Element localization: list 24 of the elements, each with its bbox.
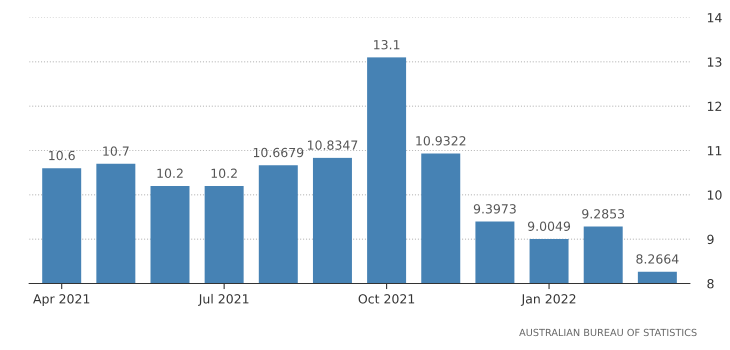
x-tick-label: Apr 2021 (33, 294, 90, 306)
data-label: 10.8347 (308, 140, 358, 150)
y-tick-label: 10 (708, 190, 722, 200)
x-tick-label: Jul 2021 (198, 294, 248, 306)
data-label: 10.2 (212, 168, 237, 178)
y-tick-label: 8 (707, 278, 714, 288)
data-label: 9.2853 (582, 209, 624, 219)
data-label: 10.9322 (416, 136, 466, 146)
text: AUSTRALIAN BUREAU OF STATISTICS (519, 328, 697, 336)
data-label: 9.3973 (474, 204, 516, 214)
y-tick-label: 13 (708, 57, 722, 67)
y-tick-label: 9 (707, 234, 714, 244)
data-label: 10.7 (103, 146, 129, 156)
x-tick-label: Oct 2021 (358, 294, 414, 304)
y-tick-label: 12 (708, 102, 722, 111)
y-tick-label: 11 (708, 146, 722, 156)
data-label: 9.0049 (528, 222, 570, 231)
data-label: 10.6 (49, 150, 75, 160)
data-label: 10.2 (157, 168, 183, 178)
data-label: 8.2664 (636, 254, 679, 264)
y-tick-label: 14 (708, 13, 722, 22)
x-tick-label: Jan 2022 (520, 294, 576, 306)
data-label: 13.1 (374, 40, 400, 50)
data-label: 10.6679 (254, 148, 304, 158)
